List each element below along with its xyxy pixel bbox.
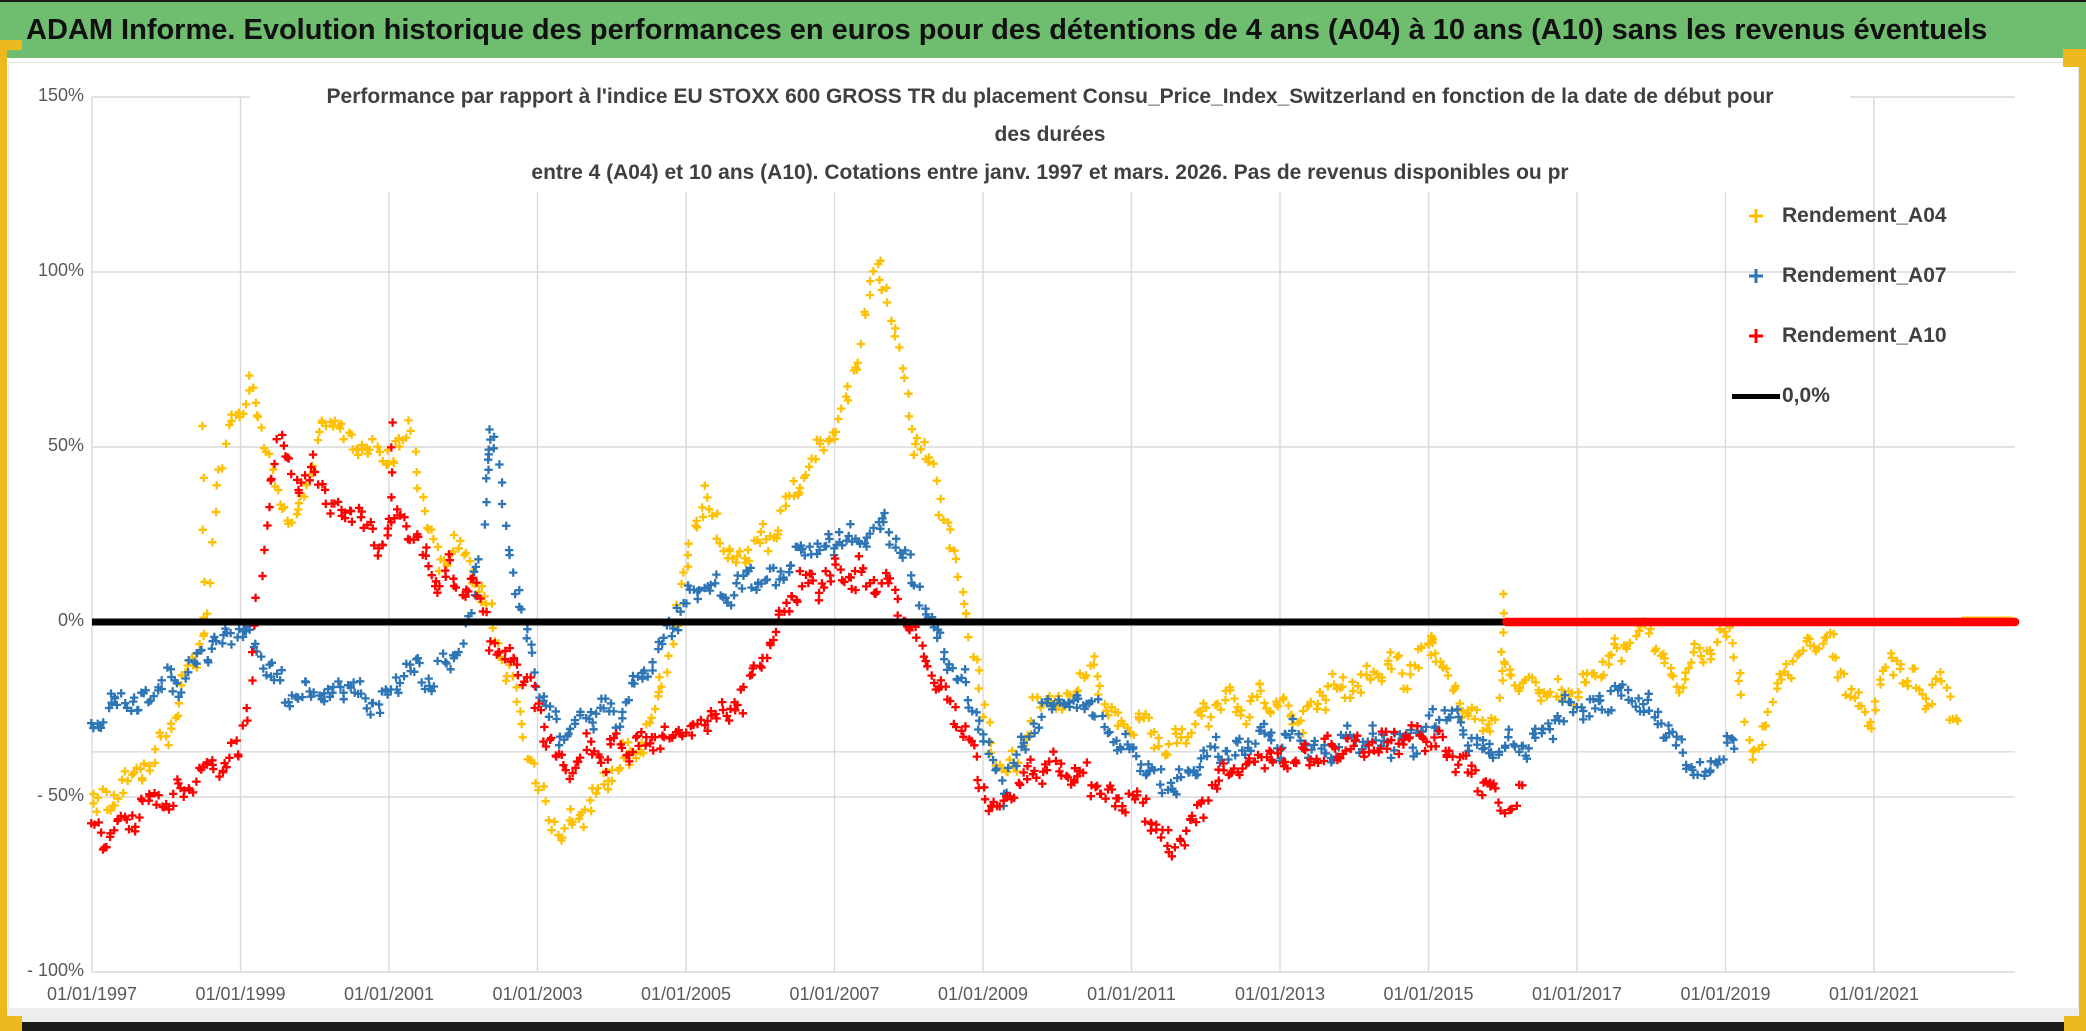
y-axis-label--100%: - 100% [26, 960, 84, 980]
x-axis-label-2013: 01/01/2013 [1234, 984, 1326, 1004]
x-axis-label-1997: 01/01/1997 [46, 984, 138, 1004]
x-axis-label-2003: 01/01/2003 [492, 984, 583, 1004]
gold-cap-bottom-left [0, 1016, 22, 1031]
y-axis-label-0%: 0% [57, 610, 84, 630]
series-points-rendement_a04 [89, 256, 1962, 845]
legend-item-rendement-a10[interactable]: Rendement_A10 [1730, 306, 1980, 366]
gold-cap-top-right [2063, 49, 2086, 67]
gold-edge-left [0, 48, 7, 1024]
series-points-rendement_a10 [87, 418, 1527, 861]
legend-label: Rendement_A04 [1782, 204, 1947, 227]
chart-title-line-3: entre 4 (A04) et 10 ans (A10). Cotations… [531, 161, 1569, 184]
bottom-strip [0, 1008, 2086, 1022]
line-sample-icon [1730, 393, 1782, 399]
legend-item-rendement-a07[interactable]: Rendement_A07 [1730, 246, 1980, 306]
y-axis-label-100%: 100% [37, 260, 84, 280]
legend-label: Rendement_A07 [1782, 264, 1947, 287]
top-border [0, 0, 2086, 2]
legend-item-0-0-[interactable]: 0,0% [1730, 366, 1980, 426]
plus-marker-icon [1730, 207, 1782, 225]
x-axis-label-2021: 01/01/2021 [1828, 984, 1920, 1004]
y-axis-label-50%: 50% [47, 435, 84, 455]
line-sample [1732, 393, 1780, 399]
gold-cap-top-left [0, 40, 22, 50]
legend: Rendement_A04 Rendement_A07 Rendement_A10 0… [1730, 186, 1980, 426]
x-axis-label-2019: 01/01/2019 [1680, 984, 1771, 1004]
legend-label: 0,0% [1782, 384, 1830, 407]
y-axis-label-150%: 150% [37, 85, 84, 105]
x-axis-label-2011: 01/01/2011 [1087, 984, 1176, 1004]
x-axis-label-2009: 01/01/2009 [937, 984, 1029, 1004]
banner: ADAM Informe. Evolution historique des p… [0, 2, 2086, 58]
legend-label: Rendement_A10 [1782, 324, 1947, 347]
chart-title-line-1: Performance par rapport à l'indice EU ST… [326, 85, 1774, 108]
x-axis-label-1999: 01/01/1999 [195, 984, 286, 1004]
y-axis-label--50%: - 50% [36, 785, 84, 805]
plus-marker-icon [1730, 327, 1782, 345]
legend-item-rendement-a04[interactable]: Rendement_A04 [1730, 186, 1980, 246]
x-axis-label-2001: 01/01/2001 [343, 984, 435, 1004]
x-axis-label-2005: 01/01/2005 [640, 984, 732, 1004]
x-axis-label-2015: 01/01/2015 [1383, 984, 1474, 1004]
chart-area-border [8, 62, 2079, 1010]
bottom-bar [0, 1022, 2086, 1031]
plus-marker-icon [1749, 329, 1763, 343]
gold-edge-right [2079, 49, 2086, 1024]
plus-marker-icon [1730, 267, 1782, 285]
chart-title: Performance par rapport à l'indice EU ST… [250, 78, 1850, 192]
banner-title: ADAM Informe. Evolution historique des p… [26, 13, 1988, 46]
gold-cap-bottom-right [2064, 1016, 2086, 1031]
x-axis-label-2017: 01/01/2017 [1531, 984, 1623, 1004]
chart-title-line-2: des durées [994, 123, 1106, 146]
plus-marker-icon [1749, 269, 1763, 283]
plus-marker-icon [1749, 209, 1763, 223]
x-axis-label-2007: 01/01/2007 [789, 984, 880, 1004]
